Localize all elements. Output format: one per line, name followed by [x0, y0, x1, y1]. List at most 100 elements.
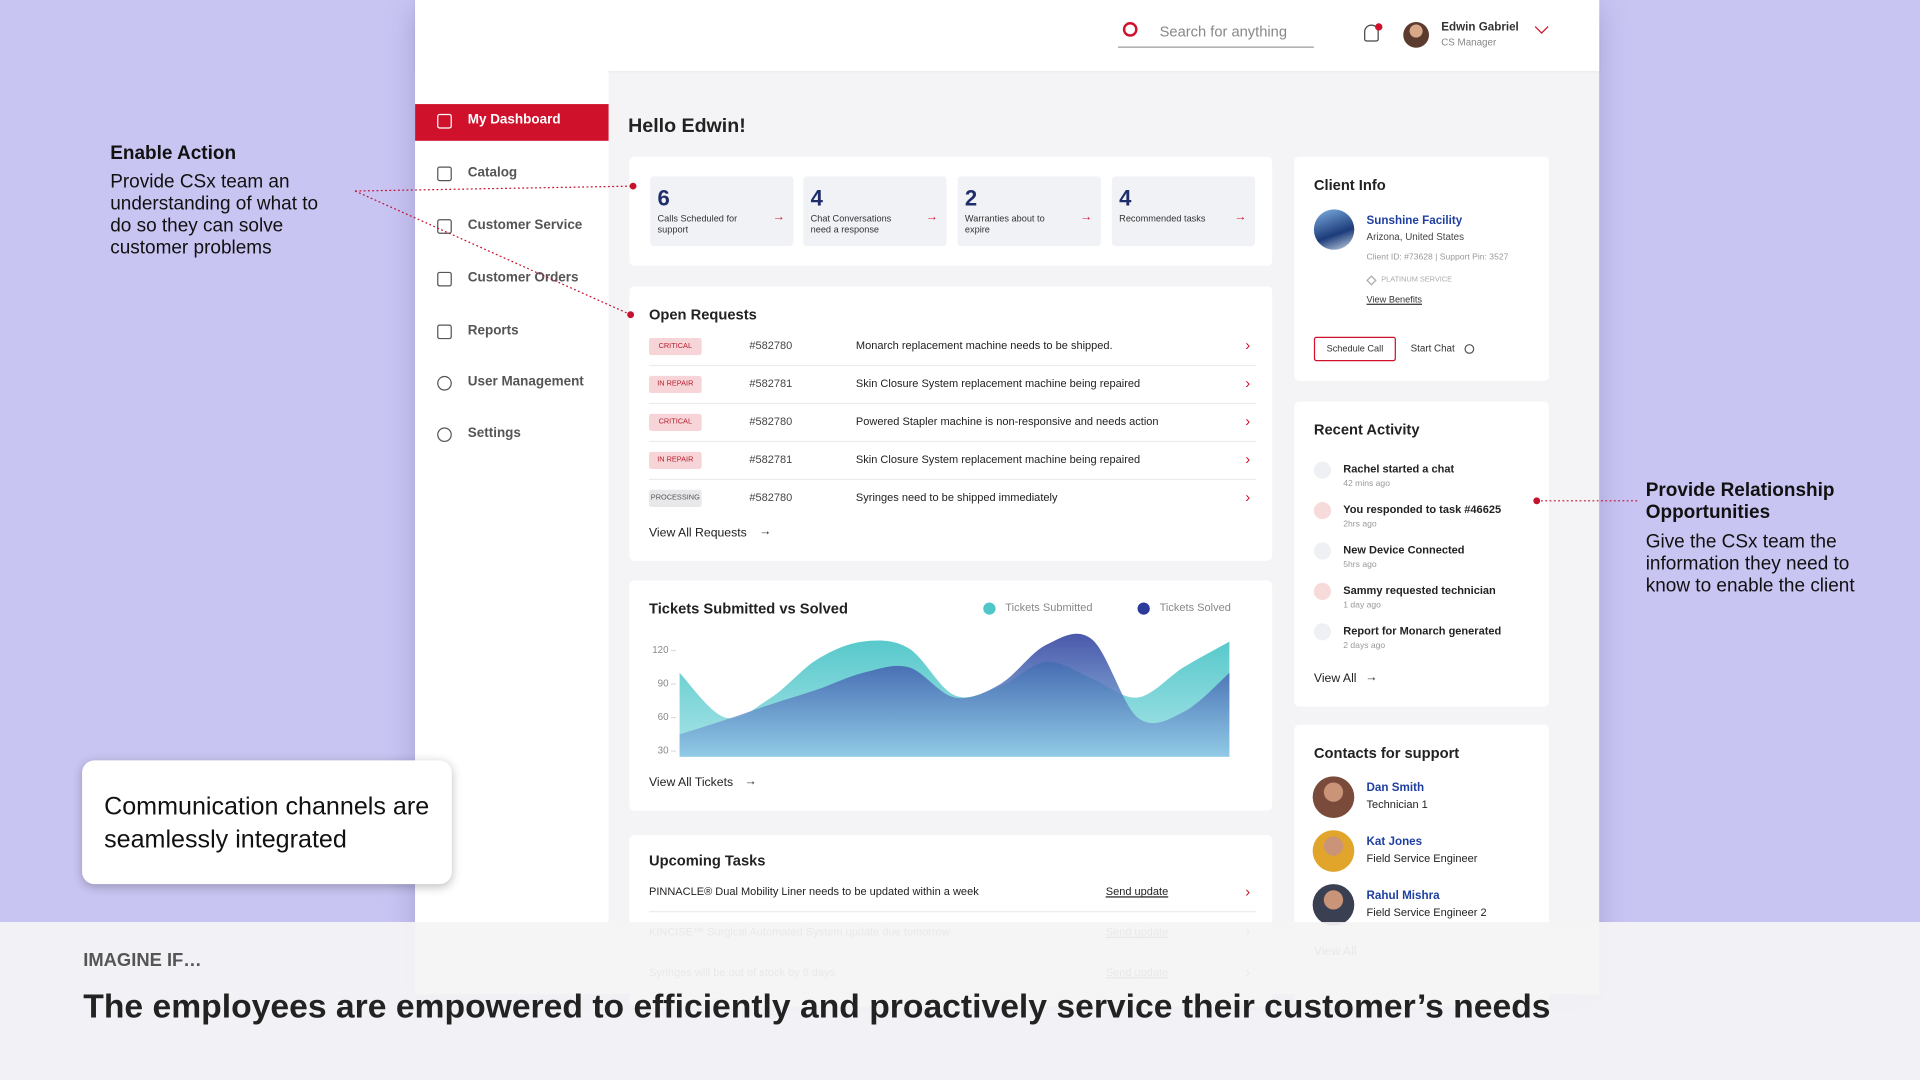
stat-tile[interactable] — [957, 176, 1101, 247]
client-name: Sunshine Facility — [1366, 214, 1463, 228]
nav-item[interactable]: Settings — [467, 426, 521, 442]
search-input[interactable]: Search for anything — [1159, 22, 1288, 40]
stat-tile[interactable] — [650, 176, 794, 247]
notification-dot — [1375, 23, 1383, 31]
contact-name[interactable]: Rahul Mishra — [1366, 889, 1440, 903]
client-ids: Client ID: #73628 | Support Pin: 3527 — [1366, 253, 1509, 262]
arrow-icon: → — [1080, 210, 1093, 225]
nav-item[interactable]: My Dashboard — [467, 112, 561, 128]
status-badge: IN REPAIR — [648, 375, 702, 394]
arrow-icon: → — [1365, 671, 1378, 685]
legend-dot — [1137, 602, 1150, 615]
link[interactable]: View Benefits — [1366, 294, 1423, 306]
nav-icon — [437, 113, 452, 129]
y-tick-label: 60 — [658, 712, 669, 723]
user-name: Edwin Gabriel — [1441, 20, 1519, 35]
activity-icon — [1313, 542, 1332, 560]
stat-value: 4 — [810, 185, 823, 211]
status-badge: CRITICAL — [648, 413, 702, 432]
contact-role: Field Service Engineer 2 — [1366, 906, 1487, 919]
request-description[interactable]: Skin Closure System replacement machine … — [855, 453, 1141, 466]
request-description[interactable]: Syringes need to be shipped immediately — [855, 491, 1058, 504]
arrow-icon: → — [925, 210, 938, 225]
link[interactable]: View All Tickets — [648, 776, 734, 790]
arrow-icon: → — [744, 775, 757, 789]
greeting: Hello Edwin! — [628, 116, 746, 138]
banner-eyebrow: IMAGINE IF… — [83, 949, 202, 971]
activity-icon — [1313, 582, 1332, 600]
banner-headline: The employees are empowered to efficient… — [83, 986, 1551, 1025]
chat-link[interactable]: Start Chat — [1410, 342, 1455, 354]
nav-item[interactable]: Catalog — [467, 165, 518, 181]
chevron: › — [1245, 412, 1251, 430]
activity-time: 42 mins ago — [1343, 479, 1390, 489]
link[interactable]: View All Requests — [648, 526, 747, 540]
annotation-body: Give the CSx team the information they n… — [1645, 531, 1855, 597]
stat-tile[interactable] — [1111, 176, 1256, 247]
stat-label: Chat Conversations need a response — [810, 213, 892, 236]
request-id: #582780 — [749, 339, 793, 352]
link[interactable]: View All — [1313, 671, 1357, 686]
stat-value: 2 — [964, 185, 978, 211]
request-description[interactable]: Powered Stapler machine is non-responsiv… — [855, 415, 1159, 428]
stat-value: 6 — [657, 185, 670, 211]
stat-label: Warranties about to expire — [964, 213, 1045, 236]
y-tick-label: 120 — [652, 645, 669, 656]
series-area — [679, 633, 1230, 757]
legend-label: Tickets Solved — [1159, 601, 1231, 614]
row-divider — [648, 402, 1257, 405]
nav-item[interactable]: Reports — [467, 323, 519, 339]
stat-label: Calls Scheduled for support — [657, 213, 738, 236]
chevron: › — [1245, 374, 1251, 392]
activity-time: 5hrs ago — [1343, 560, 1377, 569]
contact-avatar — [1312, 884, 1355, 926]
activity-icon — [1313, 461, 1332, 479]
client-info-card — [1294, 156, 1549, 381]
activity-icon — [1313, 502, 1332, 520]
user-role: CS Manager — [1441, 36, 1497, 48]
legend-dot — [983, 602, 996, 615]
task-text: PINNACLE® Dual Mobility Liner needs to b… — [648, 885, 979, 899]
nav-item[interactable]: User Management — [467, 374, 584, 390]
schedule-button[interactable]: Schedule Call — [1313, 336, 1396, 362]
callout: Communication channels are seamlessly in… — [82, 760, 452, 885]
request-id: #582781 — [749, 453, 793, 466]
nav-icon — [437, 375, 452, 391]
card-title: Client Info — [1313, 175, 1386, 193]
annotation-body: Provide CSx team an understanding of wha… — [110, 171, 319, 259]
request-description[interactable]: Monarch replacement machine needs to be … — [855, 339, 1113, 352]
card-title: Recent Activity — [1313, 420, 1420, 438]
nav-icon — [437, 166, 452, 182]
bell-icon[interactable] — [1364, 24, 1379, 42]
activity-text: Report for Monarch generated — [1343, 624, 1502, 638]
stat-tile[interactable] — [803, 176, 947, 247]
stat-label: Recommended tasks — [1119, 213, 1206, 225]
card-title: Open Requests — [648, 305, 757, 323]
contact-name[interactable]: Kat Jones — [1366, 835, 1423, 849]
arrow-icon: → — [759, 525, 772, 539]
legend-label: Tickets Submitted — [1005, 601, 1093, 614]
activity-time: 2hrs ago — [1343, 519, 1377, 529]
chevron: › — [1245, 882, 1251, 900]
activity-text: You responded to task #46625 — [1343, 503, 1502, 517]
contact-avatar — [1312, 830, 1355, 872]
status-badge: IN REPAIR — [648, 451, 702, 469]
status-badge: PROCESSING — [648, 489, 702, 507]
request-id: #582780 — [749, 491, 793, 504]
search-icon — [1122, 22, 1138, 37]
chevron: › — [1245, 336, 1251, 354]
request-description[interactable]: Skin Closure System replacement machine … — [855, 377, 1141, 390]
task-action[interactable]: Send update — [1105, 885, 1169, 899]
banner — [0, 922, 1920, 1080]
contact-name[interactable]: Dan Smith — [1366, 781, 1425, 795]
card-title: Tickets Submitted vs Solved — [648, 599, 848, 617]
contact-avatar — [1312, 776, 1355, 818]
contact-role: Technician 1 — [1366, 798, 1428, 812]
card-title: Upcoming Tasks — [648, 851, 766, 869]
row-divider — [648, 478, 1257, 480]
row-divider — [648, 364, 1257, 367]
